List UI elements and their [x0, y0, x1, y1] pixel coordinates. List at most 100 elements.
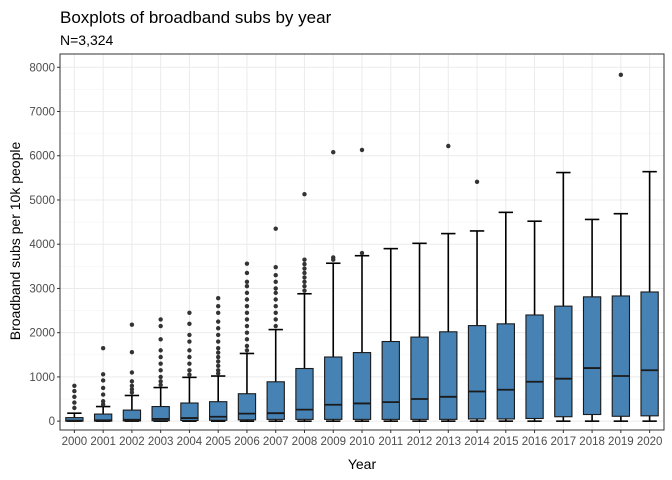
outlier-point — [158, 317, 163, 322]
chart-subtitle: N=3,324 — [60, 32, 114, 48]
x-tick-label: 2005 — [205, 436, 231, 448]
x-tick-label: 2017 — [551, 436, 577, 448]
y-axis: 0 1000 2000 3000 4000 5000 6000 7000 8000 — [29, 62, 60, 428]
outlier-point — [215, 295, 221, 301]
x-tick-label: 2018 — [579, 436, 605, 448]
outlier-point — [244, 337, 250, 342]
outlier-point — [331, 255, 336, 260]
outlier-point — [187, 310, 192, 315]
boxplot-2001 — [93, 345, 113, 422]
outlier-point — [474, 179, 480, 185]
boxplot-2016 — [525, 220, 544, 422]
outlier-point — [446, 143, 451, 149]
outlier-point — [129, 322, 135, 327]
outlier-point — [244, 330, 250, 335]
box — [295, 367, 314, 420]
box — [496, 323, 515, 420]
outlier-point — [302, 266, 307, 271]
boxplot-2020 — [640, 170, 659, 422]
box — [352, 352, 372, 420]
x-tick-label: 2007 — [263, 436, 289, 448]
outlier-point — [331, 150, 336, 155]
box — [467, 325, 487, 420]
box — [439, 331, 458, 420]
outlier-point — [158, 361, 163, 366]
outlier-point — [273, 297, 278, 302]
box — [611, 295, 631, 417]
x-tick-label: 2010 — [349, 436, 375, 448]
x-tick-label: 2020 — [637, 436, 663, 448]
outlier-point — [359, 147, 365, 153]
outlier-point — [244, 343, 250, 349]
outlier-point — [187, 321, 192, 327]
outlier-point — [273, 226, 278, 231]
box — [209, 401, 228, 421]
boxplot-2018 — [582, 218, 602, 422]
x-axis: 2000 2001 2002 2003 2004 2005 2006 2007 2008 2009… — [62, 430, 663, 448]
outlier-point — [215, 354, 221, 360]
outlier-point — [215, 326, 221, 331]
outlier-point — [244, 310, 250, 315]
x-tick-label: 2015 — [493, 436, 519, 448]
outlier-point — [244, 297, 250, 302]
boxplot-2008 — [295, 192, 314, 422]
outlier-point — [158, 368, 163, 373]
outlier-point — [187, 368, 192, 373]
outlier-point — [302, 275, 307, 280]
boxplot-2002 — [122, 322, 142, 422]
outlier-point — [302, 270, 307, 276]
outlier-point — [129, 349, 135, 355]
outlier-point — [158, 379, 163, 384]
outlier-point — [72, 388, 77, 394]
outlier-point — [158, 337, 163, 342]
outlier-point — [273, 323, 278, 329]
outlier-point — [273, 310, 278, 315]
outlier-point — [215, 368, 221, 373]
y-tick-label: 8000 — [29, 62, 55, 74]
outlier-point — [244, 290, 250, 296]
outlier-point — [100, 402, 106, 407]
outlier-point — [100, 399, 106, 404]
x-axis-label: Year — [348, 456, 377, 472]
x-tick-label: 2014 — [464, 436, 490, 448]
boxplot-2005 — [209, 295, 228, 422]
outlier-point — [72, 405, 77, 411]
outlier-point — [273, 286, 278, 291]
boxplot-2007 — [266, 226, 285, 422]
box — [410, 336, 429, 420]
outlier-point — [72, 400, 77, 405]
boxplots — [65, 72, 659, 422]
outlier-point — [244, 261, 250, 266]
outlier-point — [72, 394, 77, 400]
box — [640, 291, 659, 417]
x-tick-label: 2012 — [407, 436, 433, 448]
x-tick-label: 2000 — [62, 436, 88, 448]
outlier-point — [215, 363, 221, 369]
y-axis-label: Broadband subs per 10k people — [7, 142, 23, 341]
outlier-point — [215, 371, 221, 376]
boxplot-2011 — [381, 247, 400, 422]
outlier-point — [158, 323, 163, 329]
outlier-point — [302, 257, 307, 262]
boxplot-2015 — [496, 211, 515, 422]
boxplot-2013 — [439, 143, 458, 422]
y-tick-label: 4000 — [29, 239, 55, 251]
outlier-point — [215, 350, 221, 355]
box — [151, 406, 170, 422]
outlier-point — [273, 272, 278, 278]
outlier-point — [187, 348, 192, 353]
boxplot-2003 — [151, 317, 170, 422]
x-tick-label: 2004 — [177, 436, 203, 448]
outlier-point — [129, 390, 135, 395]
x-tick-label: 2013 — [435, 436, 461, 448]
boxplot-2009 — [324, 150, 343, 422]
outlier-point — [273, 279, 278, 285]
outlier-point — [215, 303, 221, 309]
outlier-point — [244, 303, 250, 309]
outlier-point — [187, 332, 192, 338]
outlier-point — [273, 317, 278, 322]
outlier-point — [359, 250, 365, 256]
boxplot-2017 — [554, 171, 573, 422]
box — [554, 305, 573, 418]
